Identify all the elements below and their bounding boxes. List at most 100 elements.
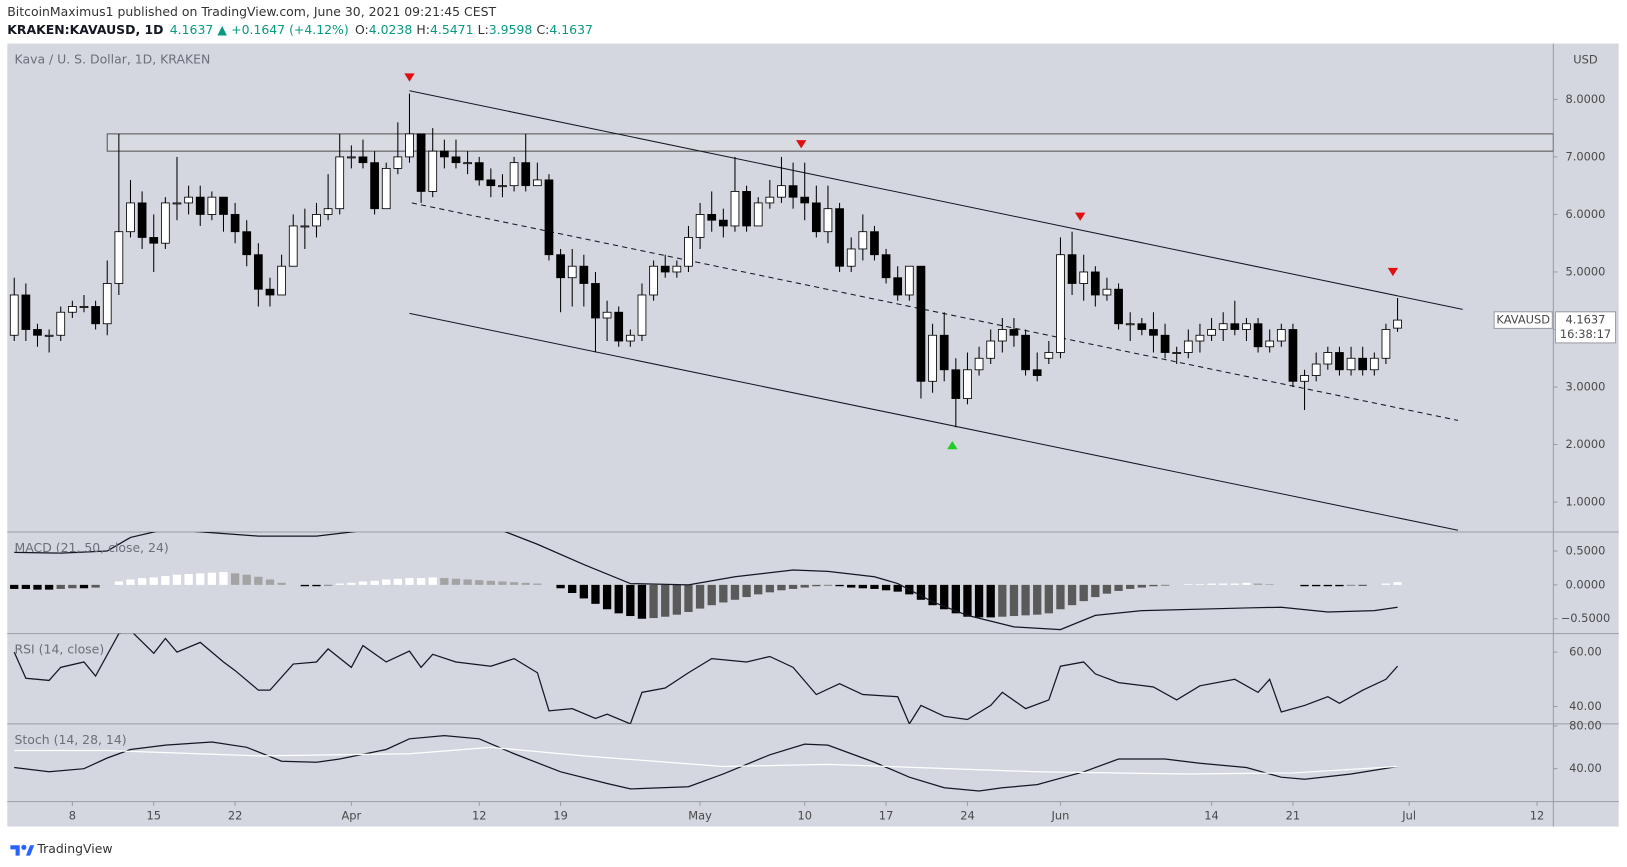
y-tick-label: 40.00 [1569,761,1602,775]
macd-histogram-bar [79,584,89,589]
candle-body [1021,334,1030,371]
candle-body [916,265,926,382]
macd-histogram-bar [661,584,670,617]
macd-histogram-bar [21,584,31,589]
macd-histogram-bar [695,584,705,609]
macd-histogram-bar [881,584,891,591]
last-price: 4.1637 [170,22,214,37]
pane-title: RSI (14, close) [15,642,105,657]
macd-histogram-bar [230,573,240,585]
candle-body [637,294,647,336]
candle-body [149,237,159,244]
y-tick-label: 5.0000 [1566,264,1606,278]
candle-body [893,277,903,296]
candle-body [521,162,531,187]
trendline [409,90,1463,310]
macd-histogram-bar [509,582,519,585]
candle-body [323,208,333,215]
macd-histogram-bar [1137,584,1146,588]
x-tick-label: Jun [1051,809,1070,823]
x-tick-label: 12 [1530,809,1545,823]
symbol: KRAKEN:KAVAUSD, 1D [7,22,163,37]
ohlc-key: C: [536,22,549,37]
candle-body [974,357,984,371]
y-tick-label: 40.00 [1569,699,1602,713]
candle-body [207,196,217,215]
x-tick-label: 12 [472,809,487,823]
candle-body [393,156,403,169]
candle-body [870,231,879,256]
macd-histogram-bar [1102,584,1112,594]
candle-body [800,196,810,204]
candle-body [1276,329,1286,342]
signal-arrow [947,440,958,450]
macd-histogram-bar [1253,583,1263,585]
candle-body [253,254,263,290]
candle-body [858,231,868,250]
candle-body [137,202,147,238]
macd-histogram-bar [149,577,158,585]
candle-body [718,219,728,227]
countdown: 16:38:17 [1560,327,1611,341]
price-unit: USD [1573,53,1598,67]
macd-histogram-bar [1195,584,1205,585]
candle-body [1125,323,1135,326]
ohlc-value: 4.1637 [549,22,593,37]
candle-body [358,156,368,164]
candle-body [1242,323,1251,330]
candle-body [219,196,228,215]
macd-histogram-bar [1021,584,1030,616]
candle-body [823,208,833,233]
indicator-line [14,746,1398,775]
tradingview-logo [10,844,35,856]
candle-body [963,369,972,399]
x-tick-label: 21 [1286,809,1301,823]
macd-histogram-bar [1126,584,1135,589]
macd-histogram-bar [742,584,751,598]
macd-histogram-bar [602,584,612,610]
x-tick-label: 15 [146,809,161,823]
candle-body [1393,319,1402,329]
candle-body [939,334,949,371]
candle-body [91,306,100,325]
candle-body [672,265,682,273]
candle-body [346,156,356,159]
pane [13,633,1399,724]
candle-body [1311,363,1321,376]
macd-histogram-bar [928,584,937,606]
symbol-badge-text: KAVAUSD [1496,313,1550,327]
candle-body [1288,329,1298,382]
x-tick-label: 14 [1204,809,1219,823]
macd-histogram-bar [56,584,65,589]
macd-histogram-bar [1323,584,1332,587]
candle-body [1137,323,1147,330]
candle-body [498,185,507,188]
x-tick-label: 22 [228,809,243,823]
candle-body [1207,329,1216,336]
macd-histogram-bar [1207,583,1216,585]
macd-histogram-bar [940,584,949,610]
indicator-line [14,532,1398,631]
macd-histogram-bar [451,578,461,585]
macd-histogram-bar [754,584,763,595]
macd-histogram-bar [440,578,449,585]
candle-body [1067,254,1077,284]
macd-histogram-bar [591,584,600,604]
candle-body [486,179,496,187]
signal-arrow [1387,267,1399,277]
candle-body [474,162,484,181]
candle-body [649,265,658,296]
macd-histogram-bar [800,584,809,588]
macd-histogram-bar [719,584,728,603]
footer-brand: TradingView [36,841,112,856]
candle-body [1381,329,1391,359]
candle-body [1032,369,1042,376]
candle-body [172,202,182,205]
chart-background [7,43,1619,827]
signal-arrow [404,73,415,82]
macd-histogram-bar [568,584,577,594]
macd-histogram-bar [1312,584,1321,587]
candle-body [777,185,786,198]
y-tick-label: 8.0000 [1566,92,1606,106]
signal-arrow [796,140,807,149]
